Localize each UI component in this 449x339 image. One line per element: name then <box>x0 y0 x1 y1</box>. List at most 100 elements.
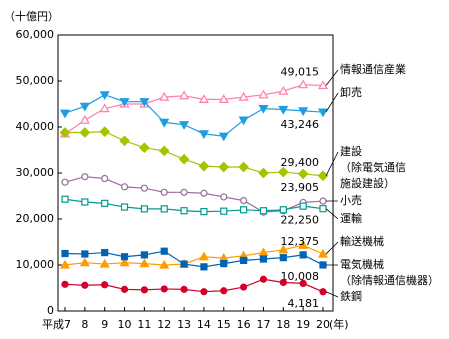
y-tick-label: 20,000 <box>16 212 55 225</box>
marker <box>99 126 111 137</box>
value-label: 10,008 <box>281 270 320 283</box>
marker <box>139 258 150 268</box>
legend-label: 鉄鋼 <box>340 289 362 303</box>
marker <box>240 197 248 205</box>
leader-line <box>325 291 339 298</box>
marker <box>79 127 91 138</box>
marker <box>79 102 90 112</box>
marker <box>101 248 109 257</box>
legend-label: （除電気通信 <box>340 160 406 174</box>
marker <box>258 104 269 114</box>
marker <box>79 257 90 267</box>
x-tick-label: 15 <box>217 318 231 331</box>
marker <box>79 114 90 124</box>
marker <box>278 85 289 95</box>
x-tick-label: 14 <box>197 318 211 331</box>
marker <box>278 105 289 115</box>
marker <box>180 207 188 215</box>
marker <box>159 259 170 269</box>
marker <box>200 189 208 197</box>
marker <box>298 240 309 249</box>
marker <box>198 251 209 261</box>
x-tick-label: 13 <box>177 318 191 331</box>
y-tick-label: 0 <box>47 304 54 317</box>
value-label: 29,400 <box>281 156 320 169</box>
marker <box>81 250 89 258</box>
marker <box>120 183 129 191</box>
marker <box>139 98 150 107</box>
legend-label: 運輸 <box>340 211 362 225</box>
marker <box>140 286 148 294</box>
marker <box>258 167 269 179</box>
marker <box>317 80 329 90</box>
marker <box>200 288 208 296</box>
marker <box>81 281 89 289</box>
legend-label: 建設 <box>340 144 362 158</box>
marker <box>259 207 268 215</box>
x-tick-label: 11 <box>137 318 151 331</box>
marker <box>238 91 249 101</box>
marker <box>240 206 248 214</box>
marker <box>119 257 130 267</box>
marker <box>180 188 188 196</box>
marker <box>159 118 170 128</box>
y-tick-label: 60,000 <box>16 28 55 41</box>
marker <box>220 260 228 268</box>
x-tick-label: 16 <box>237 318 251 331</box>
marker <box>298 79 309 89</box>
value-label: 4,181 <box>288 297 320 310</box>
series-line <box>64 244 324 266</box>
leader-line <box>325 208 339 220</box>
marker <box>59 259 71 269</box>
marker <box>240 283 248 291</box>
marker <box>279 254 287 262</box>
marker <box>179 90 190 100</box>
x-tick-label: 12 <box>157 318 171 331</box>
legend-label: 卸売 <box>340 85 362 99</box>
marker <box>198 130 209 140</box>
marker <box>299 202 307 210</box>
legend-label: 情報通信産業 <box>340 63 406 76</box>
marker <box>238 116 249 126</box>
value-label: 49,015 <box>281 66 320 79</box>
marker <box>240 256 248 264</box>
marker <box>180 260 188 268</box>
marker <box>120 203 129 211</box>
leader-line <box>325 241 339 255</box>
marker <box>120 253 129 261</box>
y-axis-label: （十億円） <box>4 9 59 23</box>
marker <box>317 108 329 118</box>
marker <box>160 247 168 255</box>
marker <box>259 255 268 263</box>
marker <box>238 161 249 173</box>
marker <box>59 127 71 138</box>
value-label: 22,250 <box>281 214 320 227</box>
legend-label: 小売 <box>340 194 362 207</box>
marker <box>119 98 130 107</box>
marker <box>198 160 210 172</box>
marker <box>277 166 289 178</box>
marker <box>158 145 170 157</box>
marker <box>200 263 208 271</box>
legend-label: 施設建設） <box>340 176 395 190</box>
marker <box>317 170 329 182</box>
marker <box>220 287 228 295</box>
marker <box>160 285 168 293</box>
marker <box>299 279 307 287</box>
marker <box>99 103 110 113</box>
marker <box>160 188 168 196</box>
legend-label: 輸送機械 <box>340 234 384 248</box>
marker <box>319 197 327 205</box>
x-tick-label: 平成7 <box>42 318 71 331</box>
marker <box>279 206 287 214</box>
marker <box>198 94 209 104</box>
marker <box>220 207 228 215</box>
marker <box>140 251 148 259</box>
marker <box>120 285 129 293</box>
x-tick-label: 9 <box>101 318 108 331</box>
y-tick-label: 40,000 <box>16 120 55 133</box>
marker <box>61 178 69 186</box>
marker <box>119 135 130 147</box>
x-tick-label: 19 <box>296 318 310 331</box>
marker <box>279 278 287 287</box>
